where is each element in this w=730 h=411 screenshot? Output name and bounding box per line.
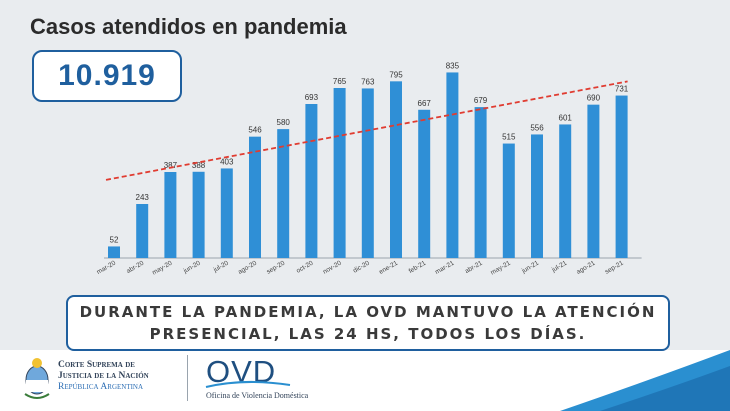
x-tick-label: sep-21 [604, 259, 625, 275]
data-label: 835 [446, 61, 460, 70]
bar [192, 171, 205, 258]
x-tick-label: jul-20 [212, 259, 230, 274]
data-label: 546 [248, 126, 262, 135]
data-label: 243 [136, 193, 150, 202]
data-label: 731 [615, 85, 629, 94]
court-name: Corte Suprema de Justicia de la Nación R… [58, 360, 149, 392]
bar [108, 246, 120, 258]
x-tick-label: sep-20 [265, 259, 286, 275]
bar-chart: 52 mar-20 243 abr-20 387 may-20 388 jun-20 403 ju… [96, 61, 642, 277]
footer-wave [560, 350, 730, 411]
banner-line-2: PRESENCIAL, LAS 24 HS, TODOS LOS DÍAS. [149, 325, 587, 343]
trend-line [105, 80, 628, 181]
coat-of-arms-icon [24, 358, 50, 399]
data-label: 693 [305, 93, 319, 102]
bar [587, 104, 600, 259]
data-label: 601 [559, 113, 573, 122]
x-tick-label: ago-20 [237, 259, 258, 275]
ovd-logo-swoosh-icon [205, 380, 291, 388]
x-tick-label: ene-21 [378, 259, 399, 275]
data-label: 765 [333, 77, 347, 86]
announcement-banner: DURANTE LA PANDEMIA, LA OVD MANTUVO LA A… [66, 295, 670, 351]
data-label: 795 [389, 70, 403, 79]
bar [418, 109, 431, 259]
data-label: 556 [530, 123, 544, 132]
x-tick-label: dic-20 [352, 259, 371, 274]
bar [249, 136, 261, 258]
x-tick-label: abr-20 [125, 259, 145, 275]
data-label: 667 [418, 99, 432, 108]
x-tick-label: jun-21 [520, 259, 540, 275]
data-label: 580 [277, 118, 291, 127]
data-label: 690 [587, 94, 601, 103]
bar [220, 168, 233, 258]
data-label: 679 [474, 96, 488, 105]
data-label: 388 [192, 161, 206, 170]
data-label: 52 [110, 235, 119, 244]
bar [474, 107, 487, 258]
x-tick-label: may-20 [151, 259, 174, 276]
footer-band [0, 350, 730, 411]
total-cases-box: 10.919 [32, 50, 182, 102]
ovd-name: Oficina de Violencia Doméstica [206, 391, 309, 400]
data-label: 387 [164, 161, 178, 170]
bar [361, 88, 374, 258]
x-tick-label: oct-20 [295, 259, 314, 274]
bar [305, 104, 318, 258]
bar [615, 95, 628, 258]
bar [446, 72, 459, 258]
bar [333, 88, 346, 258]
x-tick-label: jul-21 [550, 259, 568, 274]
data-label: 763 [361, 77, 375, 86]
x-tick-label: abr-21 [464, 259, 484, 275]
bar [136, 204, 149, 258]
x-tick-label: ago-21 [575, 259, 596, 275]
x-tick-label: mar-20 [96, 259, 118, 276]
x-tick-label: mar-21 [434, 259, 456, 276]
bar [531, 134, 543, 258]
bar [390, 81, 402, 258]
data-label: 515 [502, 133, 516, 142]
x-tick-label: may-21 [490, 259, 513, 276]
bar [164, 172, 177, 258]
page-title: Casos atendidos en pandemia [30, 14, 347, 39]
x-tick-label: feb-21 [408, 259, 428, 274]
bar [502, 143, 515, 258]
data-label: 403 [220, 157, 234, 166]
footer-divider [187, 355, 188, 401]
x-tick-label: nov-20 [322, 259, 343, 275]
bar [277, 129, 290, 258]
x-tick-label: jun-20 [182, 259, 202, 275]
bar [559, 124, 572, 258]
banner-line-1: DURANTE LA PANDEMIA, LA OVD MANTUVO LA A… [79, 303, 657, 321]
